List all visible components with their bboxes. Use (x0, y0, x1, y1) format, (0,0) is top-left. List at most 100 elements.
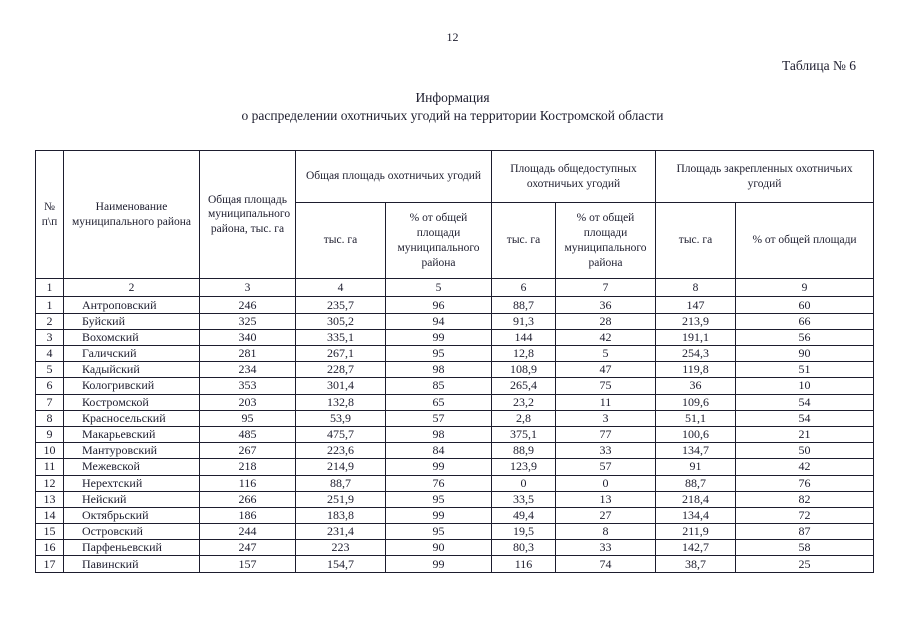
value-cell: 108,9 (491, 361, 557, 379)
table-row: 1 Антроповский 246 235,7 96 88,7 36 147 60 (35, 296, 875, 314)
value-cell: 23,2 (491, 393, 557, 411)
value-cell: 88,7 (295, 474, 386, 492)
value-cell: 12,8 (491, 344, 557, 363)
value-cell: 87 (735, 523, 875, 541)
value-cell: 228,7 (295, 361, 386, 379)
value-cell: 19,5 (491, 523, 557, 541)
value-cell: 42 (555, 328, 657, 347)
table-row: 17 Павинский 157 154,7 99 116 74 38,7 25 (35, 555, 875, 573)
value-cell: 109,6 (655, 393, 737, 411)
value-cell: 134,7 (655, 442, 737, 460)
row-number-cell: 6 (35, 377, 64, 395)
row-number-cell: 17 (35, 555, 64, 573)
value-cell: 123,9 (491, 458, 557, 476)
table-row: 7 Костромской 203 132,8 65 23,2 11 109,6 54 (35, 393, 875, 411)
value-cell: 90 (384, 539, 493, 557)
value-cell: 95 (384, 344, 493, 363)
value-cell: 58 (735, 539, 875, 557)
value-cell: 88,9 (491, 442, 557, 460)
subheader-thousand-ha-assigned: тыс. га (655, 202, 737, 280)
value-cell: 84 (384, 442, 493, 460)
value-cell: 100,6 (655, 425, 737, 444)
value-cell: 251,9 (295, 490, 386, 508)
value-cell: 76 (735, 474, 875, 492)
value-cell: 5 (555, 344, 657, 363)
value-cell: 186 (199, 506, 296, 525)
district-name-cell: Парфеньевский (63, 539, 200, 557)
value-cell: 154,7 (295, 555, 386, 573)
table-row: 14 Октябрьский 186 183,8 99 49,4 27 134,4 72 (35, 506, 875, 525)
value-cell: 218,4 (655, 490, 737, 508)
value-cell: 75 (555, 377, 657, 395)
row-number-cell: 9 (35, 425, 64, 444)
district-name-cell: Нерехтский (63, 474, 200, 492)
subheader-percent-public: % от общей площади муниципального района (555, 202, 657, 280)
value-cell: 147 (655, 296, 737, 314)
table-row: 16 Парфеньевский 247 223 90 80,3 33 142,7 58 (35, 539, 875, 557)
value-cell: 88,7 (655, 474, 737, 492)
district-name-cell: Кадыйский (63, 361, 200, 379)
value-cell: 11 (555, 393, 657, 411)
value-cell: 47 (555, 361, 657, 379)
value-cell: 76 (384, 474, 493, 492)
district-name-cell: Нейский (63, 490, 200, 508)
value-cell: 265,4 (491, 377, 557, 395)
table-label: Таблица № 6 (782, 58, 856, 73)
value-cell: 98 (384, 361, 493, 379)
row-number-cell: 5 (35, 361, 64, 379)
value-cell: 80,3 (491, 539, 557, 557)
row-number-cell: 10 (35, 442, 64, 460)
table-row: 8 Красносельский 95 53,9 57 2,8 3 51,1 54 (35, 409, 875, 427)
value-cell: 21 (735, 425, 875, 444)
row-number-cell: 12 (35, 474, 64, 492)
value-cell: 33 (555, 539, 657, 557)
district-name-cell: Островский (63, 523, 200, 541)
value-cell: 0 (555, 474, 657, 492)
value-cell: 267 (199, 442, 296, 460)
value-cell: 2,8 (491, 409, 557, 427)
table-row: 3 Вохомский 340 335,1 99 144 42 191,1 56 (35, 328, 875, 347)
value-cell: 254,3 (655, 344, 737, 363)
row-number-cell: 13 (35, 490, 64, 508)
row-number-cell: 15 (35, 523, 64, 541)
district-name-cell: Павинский (63, 555, 200, 573)
district-name-cell: Вохомский (63, 328, 200, 347)
table-row: 10 Мантуровский 267 223,6 84 88,9 33 134,7 50 (35, 442, 875, 460)
row-number-cell: 4 (35, 344, 64, 363)
value-cell: 95 (384, 523, 493, 541)
table-row: 11 Межевской 218 214,9 99 123,9 57 91 42 (35, 458, 875, 476)
value-cell: 375,1 (491, 425, 557, 444)
value-cell: 142,7 (655, 539, 737, 557)
value-cell: 28 (555, 312, 657, 330)
value-cell: 99 (384, 328, 493, 347)
value-cell: 213,9 (655, 312, 737, 330)
district-name-cell: Костромской (63, 393, 200, 411)
row-number-cell: 1 (35, 296, 64, 314)
row-number-cell: 14 (35, 506, 64, 525)
header-group-hunting-total: Общая площадь охотничьих угодий (294, 150, 493, 204)
table-row: 9 Макарьевский 485 475,7 98 375,1 77 100,6 21 (35, 425, 875, 444)
row-number-cell: 3 (35, 328, 64, 347)
table-row: 15 Островский 244 231,4 95 19,5 8 211,9 87 (35, 523, 875, 541)
hunting-grounds-table: № п\п Наименование муниципального района… (35, 150, 875, 573)
value-cell: 8 (555, 523, 657, 541)
value-cell: 50 (735, 442, 875, 460)
value-cell: 119,8 (655, 361, 737, 379)
value-cell: 33,5 (491, 490, 557, 508)
value-cell: 33 (555, 442, 657, 460)
column-number-cell: 5 (384, 278, 493, 298)
value-cell: 72 (735, 506, 875, 525)
value-cell: 0 (491, 474, 557, 492)
value-cell: 66 (735, 312, 875, 330)
value-cell: 223 (295, 539, 386, 557)
value-cell: 203 (199, 393, 296, 411)
value-cell: 57 (384, 409, 493, 427)
value-cell: 475,7 (295, 425, 386, 444)
district-name-cell: Кологривский (63, 377, 200, 395)
column-number-cell: 2 (63, 278, 200, 298)
district-name-cell: Красносельский (63, 409, 200, 427)
value-cell: 91,3 (491, 312, 557, 330)
value-cell: 134,4 (655, 506, 737, 525)
district-name-cell: Мантуровский (63, 442, 200, 460)
